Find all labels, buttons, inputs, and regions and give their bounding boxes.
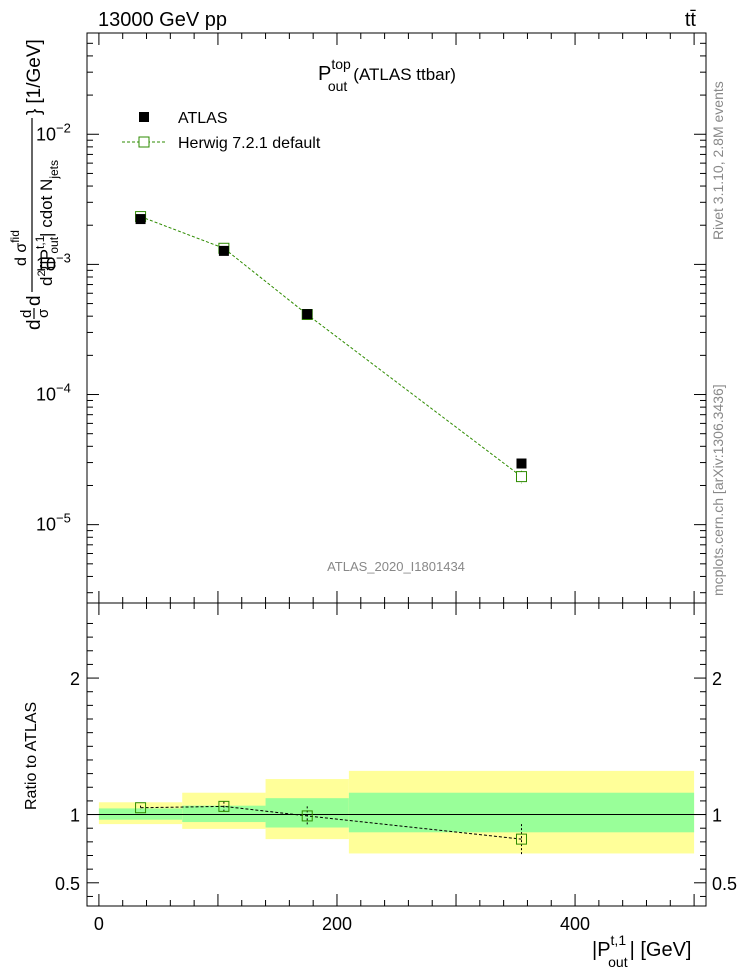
process-label: tt̄ [685,9,697,31]
ratio-point [135,802,147,814]
y-tick-label: 10−5 [36,511,71,535]
x-tick-label: 0 [94,914,104,934]
ratio-point [301,810,313,822]
legend-herwig-marker [138,136,150,148]
legend-atlas-marker [139,112,149,122]
ratio-y-tick-label: 1 [70,806,80,826]
legend-herwig-label: Herwig 7.2.1 default [178,135,321,152]
ratio-y-tick-label: 2 [712,669,722,689]
energy-label: 13000 GeV pp [98,9,227,31]
svg-text:d σfid: d σfid [8,230,30,266]
analysis-id: ATLAS_2020_I1801434 [327,559,465,574]
atlas-series [135,214,527,469]
ratio-y-tick-label: 0.5 [55,874,80,894]
x-axis-label: |Pt,1 out| [GeV] [592,932,691,970]
plot-title: Ptop out(ATLAS ttbar) [318,56,456,94]
herwig-line [140,216,522,478]
ratio-band-stat [182,805,266,823]
ratio-y-tick-label: 1 [712,806,722,826]
legend: ATLAS Herwig 7.2.1 default [122,110,321,152]
ratio-point [515,833,527,845]
ratio-y-axis-label: Ratio to ATLAS [23,702,40,810]
axis-ticks [87,32,706,906]
atlas-point [302,309,313,320]
atlas-point [516,458,527,469]
atlas-point [135,214,146,225]
herwig-series [135,211,527,484]
herwig-point [515,471,527,483]
x-tick-label: 400 [560,914,590,934]
ratio-plot-frame [86,602,707,907]
ratio-line [140,805,522,840]
y-tick-label: 10−4 [36,381,71,405]
svg-text:d2{|Pt,1out| cdot Njets: d2{|Pt,1out| cdot Njets [33,160,61,286]
ratio-y-tick-label: 0.5 [712,874,737,894]
ratio-point [218,800,230,812]
ratio-series [135,800,527,855]
atlas-point [218,245,229,256]
svg-text:}[1/GeV]: }[1/GeV] [24,39,45,115]
rivet-label: Rivet 3.1.10, 2.8M events [710,81,726,240]
x-tick-label: 200 [322,914,352,934]
svg-text:σ: σ [35,308,52,318]
y-tick-label: 10−2 [36,120,71,144]
svg-text:d: d [24,319,45,330]
mcplots-label: mcplots.cern.ch [arXiv:1306.3436] [710,384,726,596]
svg-text:d: d [24,295,45,306]
legend-atlas-label: ATLAS [178,110,228,127]
svg-text:d: d [18,310,35,318]
ratio-uncertainty-bands [98,770,695,854]
top-y-axis-label: d d σ d d σfid d2{|Pt,1out| cdot Njets }… [8,39,61,330]
ratio-y-tick-label: 2 [70,669,80,689]
